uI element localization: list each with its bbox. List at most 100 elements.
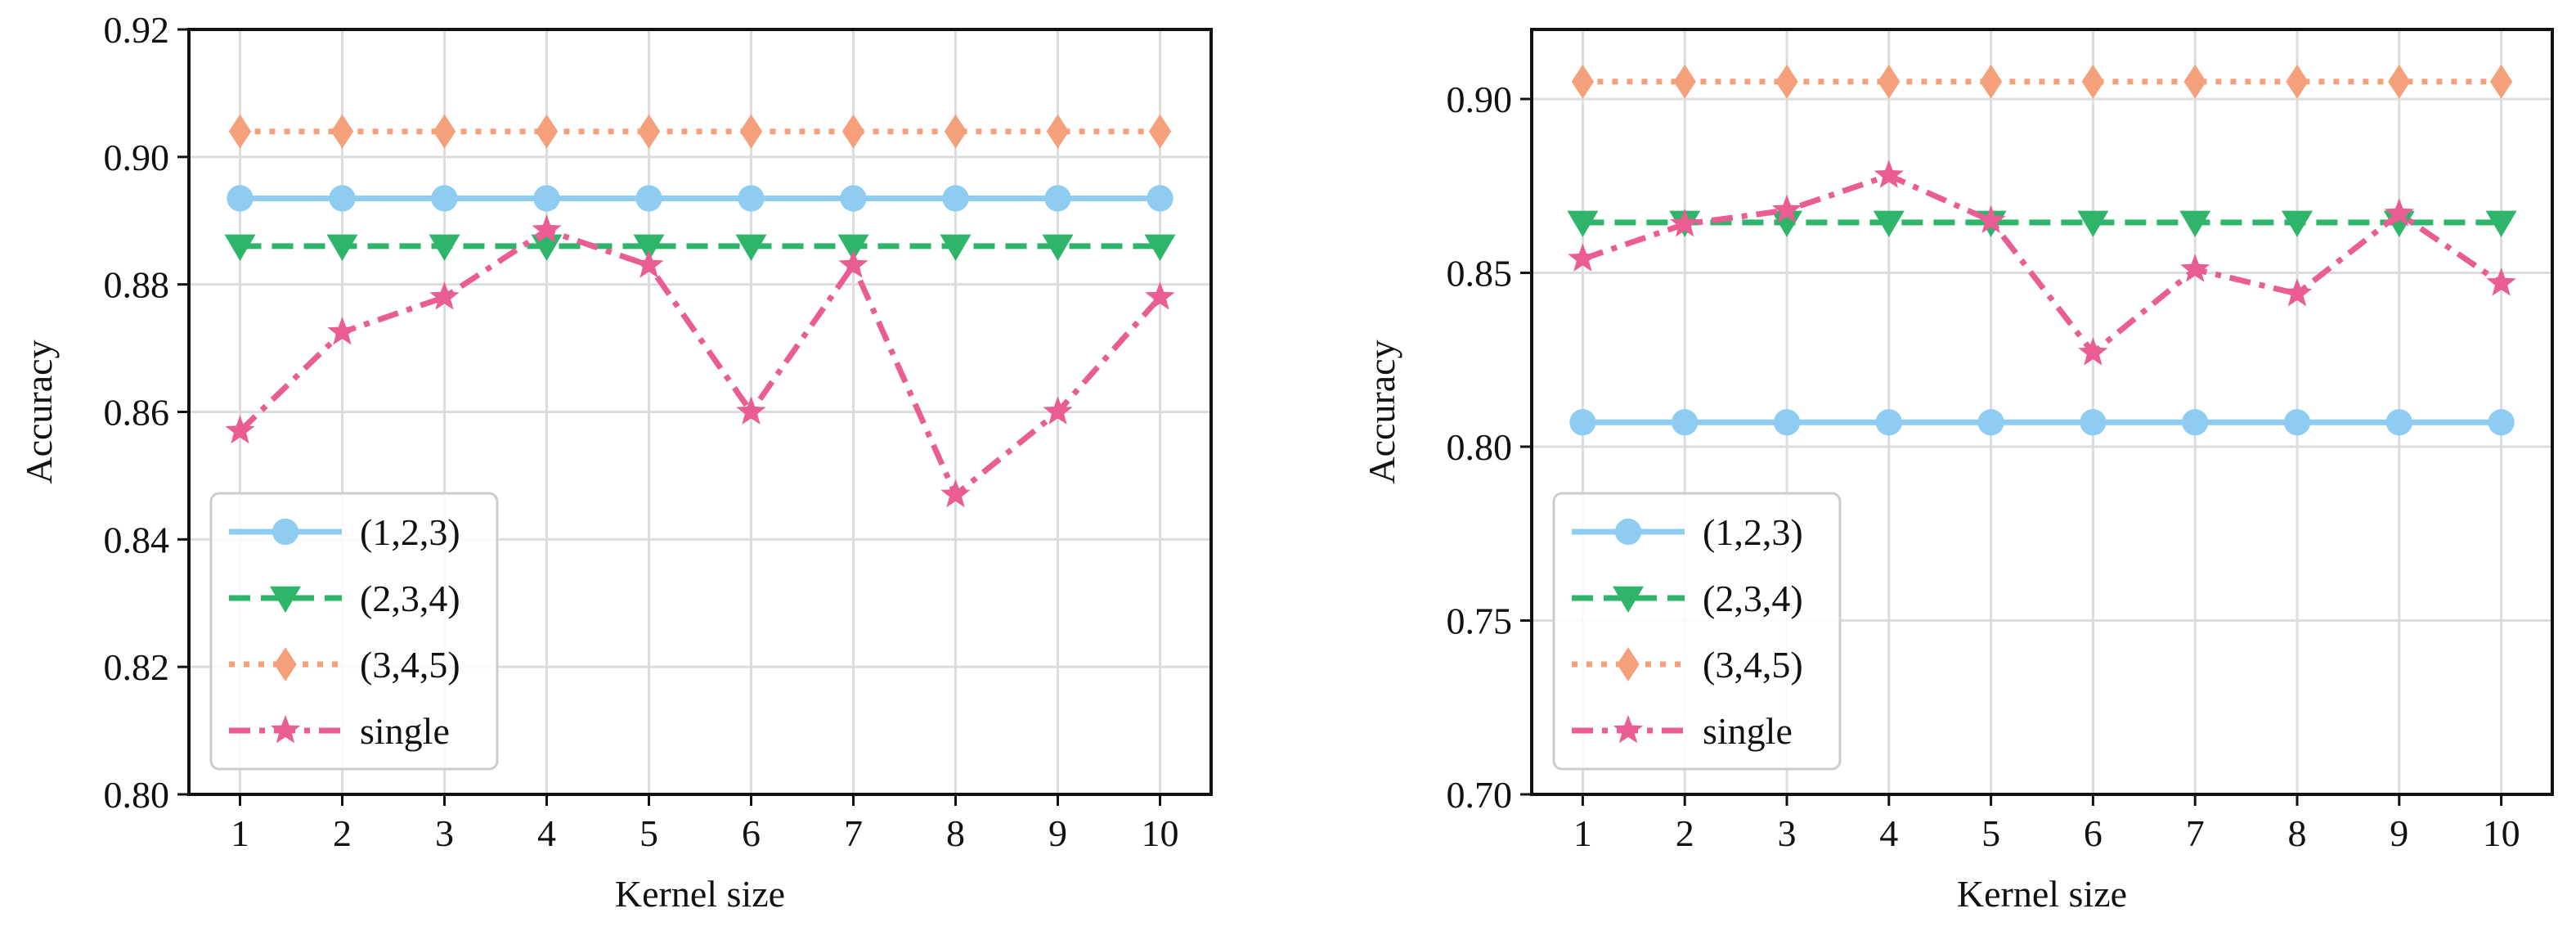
data-point — [635, 185, 662, 212]
legend-box — [209, 492, 499, 771]
x-tick-label: 5 — [640, 812, 658, 854]
data-point — [2283, 409, 2311, 436]
legend-label: (2,3,4) — [1703, 578, 1803, 619]
data-point — [940, 479, 971, 508]
x-tick-label: 4 — [1879, 812, 1898, 854]
series-single — [225, 214, 1175, 508]
data-point — [1046, 114, 1070, 149]
data-point — [2485, 210, 2517, 237]
data-point — [326, 234, 358, 261]
legend-marker — [1614, 518, 1642, 546]
data-point — [228, 114, 252, 149]
series-line — [238, 227, 1163, 498]
legend-marker — [270, 586, 301, 614]
x-tick-label: 10 — [1142, 812, 1179, 854]
series-single — [1568, 160, 2516, 366]
legend-item: (3,4,5) — [229, 644, 460, 686]
x-tick-label: 3 — [1778, 812, 1797, 854]
legend-item: (1,2,3) — [1572, 511, 1803, 553]
x-tick-label: 8 — [946, 812, 965, 854]
series-(1,2,3) — [227, 185, 1174, 212]
x-tick-label: 10 — [2483, 812, 2520, 854]
x-tick-label: 1 — [1573, 812, 1592, 854]
data-point — [1878, 64, 1901, 99]
data-point — [227, 185, 254, 212]
data-point — [2286, 64, 2309, 99]
x-tick-label: 6 — [2084, 812, 2103, 854]
data-point — [1670, 209, 1700, 237]
x-tick-label: 7 — [844, 812, 863, 854]
data-point — [634, 250, 664, 278]
series-line — [1582, 173, 2503, 356]
data-point — [2183, 64, 2206, 99]
series-(3,4,5) — [228, 114, 1172, 149]
data-point — [637, 114, 661, 149]
plot-frame — [1530, 28, 2554, 796]
data-point — [739, 114, 763, 149]
data-point — [2077, 210, 2109, 237]
legend-item: single — [1572, 710, 1793, 752]
data-point — [1771, 195, 1802, 223]
data-point — [736, 396, 766, 425]
data-point — [1979, 64, 2003, 99]
data-point — [2179, 210, 2211, 237]
data-point — [2282, 210, 2313, 237]
data-point — [1147, 185, 1174, 212]
y-axis-label: Accuracy — [18, 340, 60, 483]
x-tick-label: 6 — [742, 812, 761, 854]
data-point — [735, 234, 767, 261]
x-tick-label: 8 — [2288, 812, 2307, 854]
x-axis-label: Kernel size — [615, 873, 785, 915]
legend-marker — [1613, 715, 1644, 744]
data-point — [1673, 64, 1696, 99]
data-point — [329, 185, 356, 212]
data-point — [431, 185, 458, 212]
plot-frame — [187, 28, 1213, 796]
y-tick-label: 0.82 — [104, 646, 170, 688]
data-point — [841, 114, 865, 149]
data-point — [1043, 396, 1073, 425]
data-point — [838, 250, 868, 278]
legend: (1,2,3) (2,3,4) (3,4,5) single — [209, 492, 499, 771]
y-tick-label: 0.84 — [104, 519, 170, 560]
legend-label: (1,2,3) — [360, 511, 460, 553]
data-point — [2180, 254, 2210, 282]
data-point — [1145, 281, 1175, 310]
legend-item: single — [229, 710, 450, 752]
x-tick-label: 5 — [1981, 812, 2000, 854]
series-(1,2,3) — [1569, 409, 2515, 436]
y-tick-label: 0.70 — [1447, 774, 1513, 816]
data-point — [942, 185, 969, 212]
data-point — [837, 234, 869, 261]
x-tick-label: 9 — [1048, 812, 1067, 854]
data-point — [1144, 234, 1176, 261]
data-point — [940, 234, 972, 261]
legend-label: (3,4,5) — [360, 644, 460, 686]
y-tick-label: 0.80 — [104, 774, 170, 816]
legend-item: (3,4,5) — [1572, 644, 1803, 686]
data-point — [1042, 234, 1074, 261]
legend-box — [1552, 492, 1842, 771]
data-point — [2488, 409, 2515, 436]
legend-marker — [270, 715, 301, 744]
legend-label: (1,2,3) — [1703, 511, 1803, 553]
data-point — [2385, 409, 2412, 436]
data-point — [224, 234, 256, 261]
data-point — [2388, 64, 2411, 99]
legend-item: (1,2,3) — [229, 511, 460, 553]
y-tick-label: 0.88 — [104, 264, 170, 306]
data-point — [2078, 337, 2108, 366]
legend-marker — [1617, 647, 1640, 681]
y-axis-label: Accuracy — [1361, 340, 1402, 483]
x-tick-label: 2 — [333, 812, 352, 854]
y-tick-label: 0.85 — [1447, 253, 1513, 295]
data-point — [2384, 198, 2414, 227]
chart-panel-2: 1 2 3 4 5 6 7 8 9 10 0.70 0.75 0.80 0.85 0.90 Kernel si… — [1361, 28, 2554, 915]
data-point — [1874, 160, 1904, 188]
data-point — [1567, 210, 1599, 237]
x-tick-label: 1 — [231, 812, 249, 854]
series-(2,3,4) — [224, 234, 1176, 261]
data-point — [535, 114, 559, 149]
data-point — [738, 185, 765, 212]
